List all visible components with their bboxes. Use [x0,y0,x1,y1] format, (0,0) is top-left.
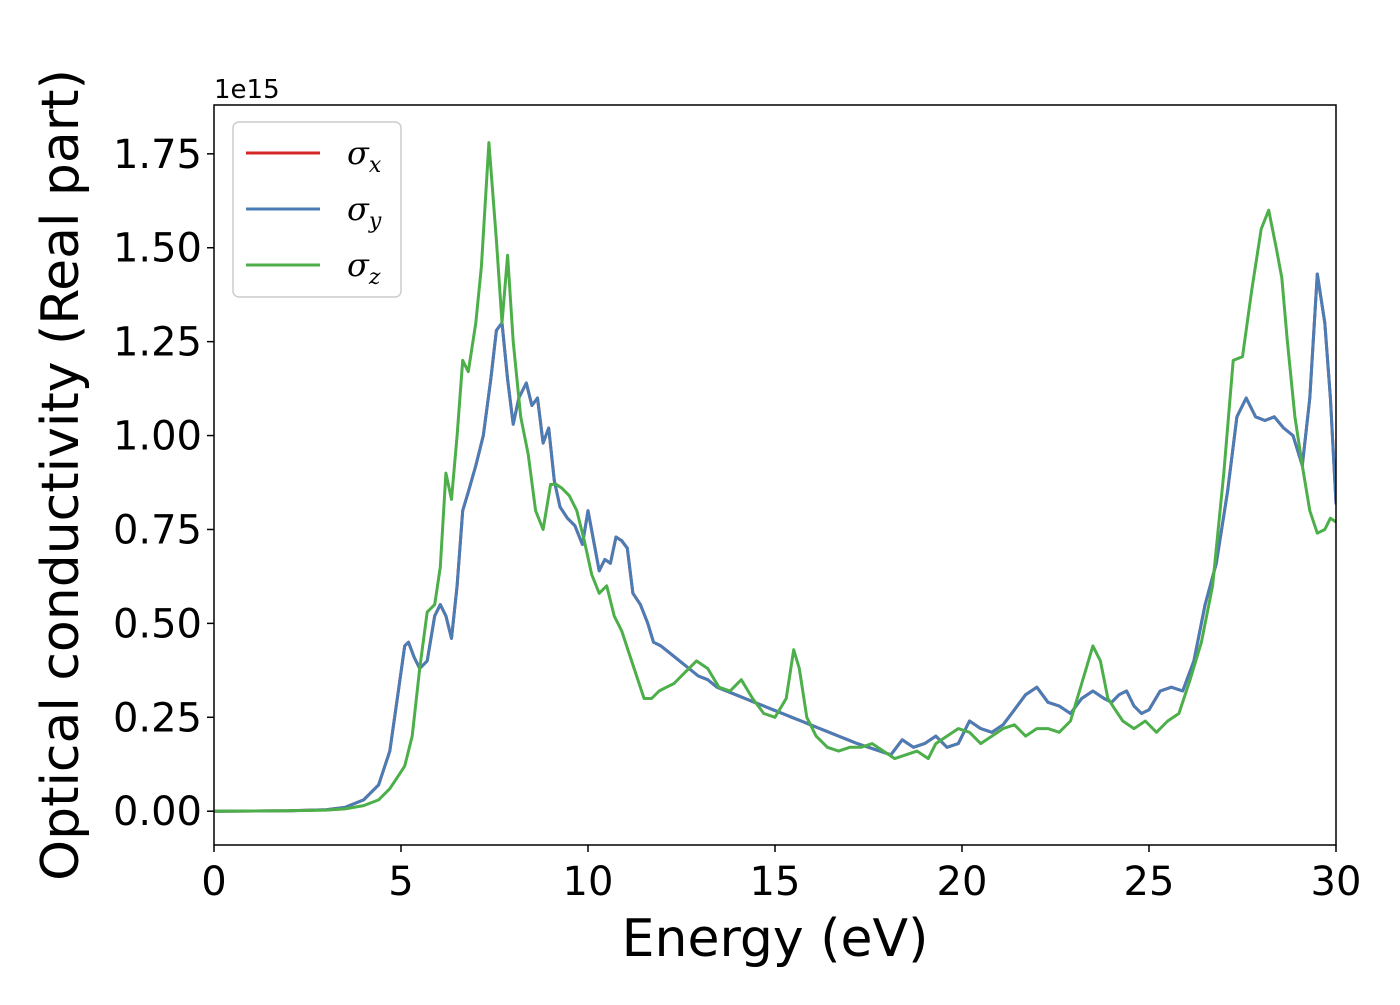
y-tick-label: 0.25 [113,695,202,741]
y-tick-label: 0.50 [113,601,202,647]
x-tick-label: 15 [750,859,801,905]
y-offset-label: 1e15 [214,75,280,105]
x-tick-label: 5 [388,859,413,905]
y-tick-label: 1.00 [113,414,202,460]
series-line-z [214,141,1336,813]
y-axis: 0.00 0.25 0.50 0.75 1.00 1.25 1.50 1.75 [113,132,214,835]
x-tick-label: 0 [201,859,226,905]
x-tick-label: 20 [937,859,988,905]
series-layer [214,141,1336,813]
y-tick-label: 0.00 [113,789,202,835]
y-tick-label: 0.75 [113,507,202,553]
x-tick-label: 10 [563,859,614,905]
y-tick-label: 1.25 [113,320,202,366]
x-tick-label: 25 [1124,859,1175,905]
series-line-y [214,272,1336,813]
y-tick-label: 1.50 [113,226,202,272]
x-tick-label: 30 [1311,859,1362,905]
y-tick-label: 1.75 [113,132,202,178]
x-axis-label: Energy (eV) [622,909,929,969]
x-axis: 0 5 10 15 20 25 30 [201,845,1361,905]
series-line-x [214,272,1336,813]
y-axis-label: Optical conductivity (Real part) [31,69,91,881]
